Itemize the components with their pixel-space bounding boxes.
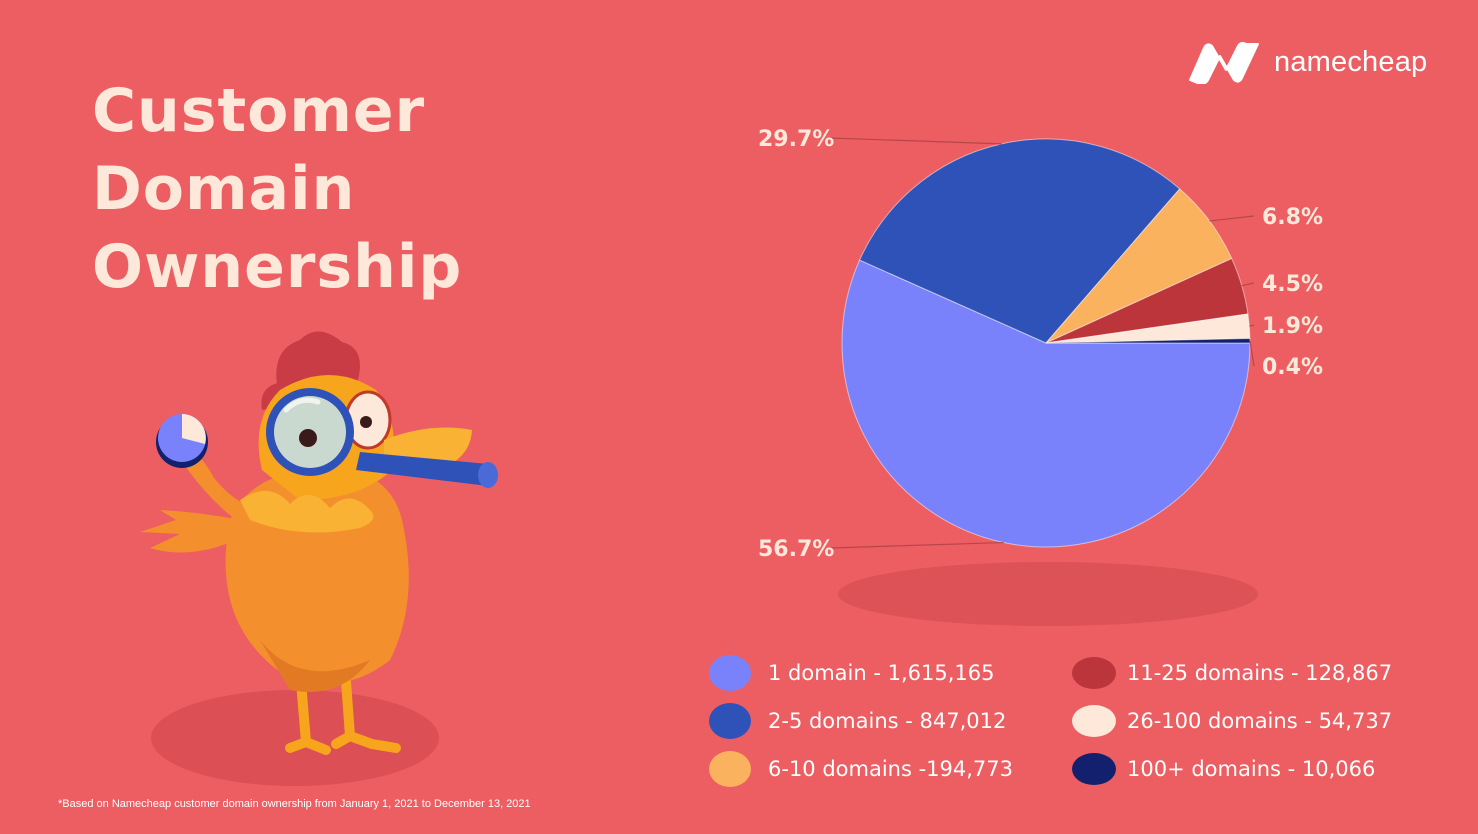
leader-line (1249, 324, 1255, 327)
legend-swatch (1072, 753, 1116, 785)
logo-text: namecheap (1274, 45, 1428, 78)
legend-label: 11-25 domains - 128,867 (1127, 661, 1392, 685)
legend-swatch (1072, 657, 1116, 689)
leader-line (829, 541, 1004, 549)
page-title: Customer Domain Ownership (92, 72, 462, 306)
legend-label: 26-100 domains - 54,737 (1127, 709, 1392, 733)
legend-label: 1 domain - 1,615,165 (768, 661, 995, 685)
title-line-2: Domain (92, 154, 356, 224)
chicken-illustration (140, 331, 498, 786)
pie-slice (858, 138, 1181, 344)
percent-label: 1.9% (1262, 314, 1323, 339)
legend-label: 6-10 domains -194,773 (768, 757, 1013, 781)
legend-swatch (709, 751, 751, 787)
pie-slices (841, 138, 1251, 548)
pie-leader-lines (829, 137, 1255, 549)
percent-label: 29.7% (758, 127, 834, 152)
pie-shadow (838, 562, 1258, 626)
legend-label: 2-5 domains - 847,012 (768, 709, 1006, 733)
legend-swatch (1072, 705, 1116, 737)
chicken-shadow (151, 690, 439, 786)
legend-swatch (709, 703, 751, 739)
footnote: *Based on Namecheap customer domain owne… (58, 798, 531, 810)
title-line-1: Customer (92, 76, 426, 146)
legend-swatch (709, 655, 751, 691)
leader-line (1241, 282, 1255, 287)
namecheap-logo[interactable]: namecheap (1186, 40, 1427, 84)
title-line-3: Ownership (92, 232, 463, 302)
leader-line (1249, 340, 1255, 367)
legend-label: 100+ domains - 10,066 (1127, 757, 1375, 781)
percent-label: 4.5% (1262, 272, 1323, 297)
percent-label: 56.7% (758, 537, 834, 562)
leader-line (1209, 215, 1255, 222)
pie-percent-labels: 56.7% 29.7% 6.8% 4.5% 1.9% 0.4% (758, 127, 1323, 562)
percent-label: 0.4% (1262, 355, 1323, 380)
namecheap-n-logo-icon (1189, 41, 1259, 84)
percent-label: 6.8% (1262, 205, 1323, 230)
leader-line (829, 137, 1002, 145)
legend: 1 domain - 1,615,165 2-5 domains - 847,01… (709, 655, 1392, 787)
